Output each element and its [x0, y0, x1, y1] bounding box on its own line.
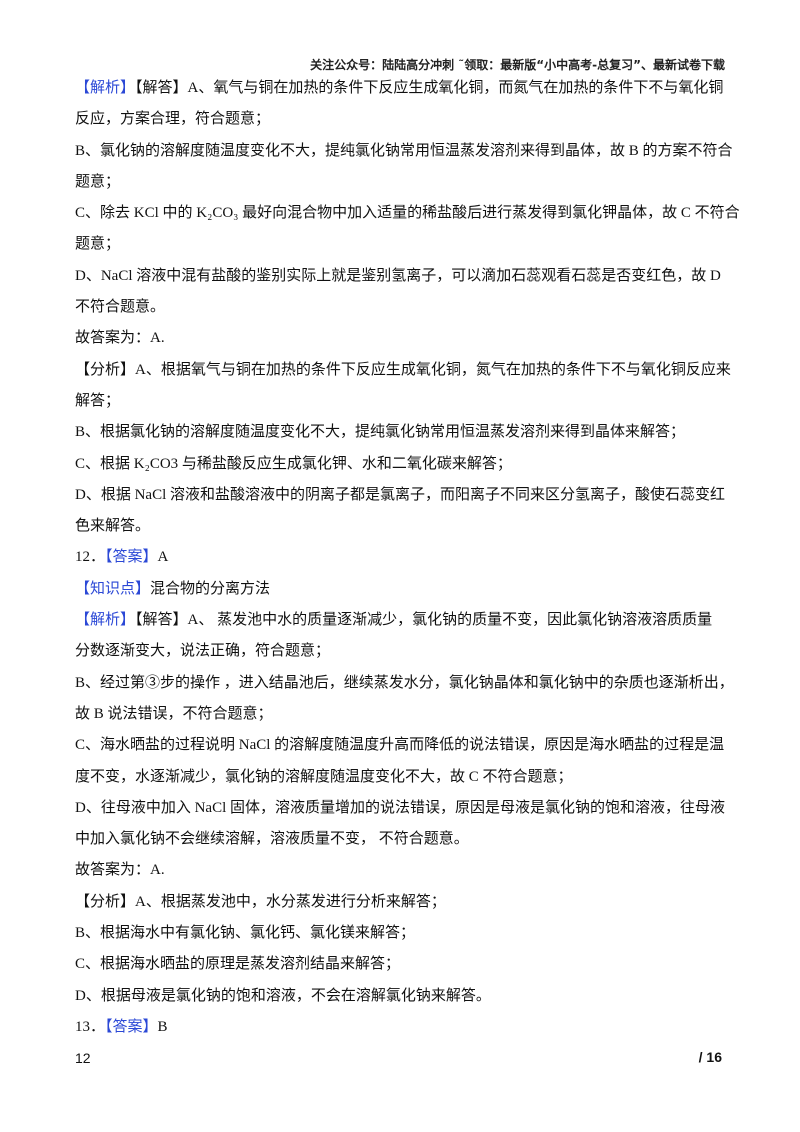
text-segment: B [157, 1018, 168, 1035]
text-segment: 13． [75, 1018, 106, 1035]
text-segment: B、氯化钠的溶解度随温度变化不大，提纯氯化钠常用恒温蒸发溶剂来得到晶体，故 B … [75, 142, 733, 159]
text-line: 中加入氯化钠不会继续溶解，溶液质量不变， 不符合题意。 [75, 828, 727, 859]
text-line: C、根据 K₂CO3 与稀盐酸反应生成氯化钾、水和二氧化碳来解答； [75, 453, 727, 484]
text-segment: D、根据母液是氯化钠的饱和溶液，不会在溶解氯化钠来解答。 [75, 987, 491, 1004]
text-line: 故答案为：A. [75, 859, 727, 890]
text-segment: 故答案为：A. [75, 330, 165, 347]
text-segment: 题意； [75, 236, 121, 253]
text-segment: B、根据氯化钠的溶解度随温度变化不大，提纯氯化钠常用恒温蒸发溶剂来得到晶体来解答… [75, 424, 686, 441]
text-line: C、海水晒盐的过程说明 NaCl 的溶解度随温度升高而降低的说法错误，原因是海水… [75, 734, 727, 765]
text-segment: C、海水晒盐的过程说明 NaCl 的溶解度随温度升高而降低的说法错误，原因是海水… [75, 737, 725, 754]
text-line: 题意； [75, 171, 727, 202]
text-line: B、经过第③步的操作 ，进入结晶池后，继续蒸发水分，氯化钠晶体和氯化钠中的杂质也… [75, 672, 734, 703]
text-line: 13．【答案】B [75, 1016, 727, 1047]
section-label: 【答案】 [105, 1018, 158, 1035]
text-segment: A [157, 549, 169, 566]
text-segment: D、根据 NaCl 溶液和盐酸溶液中的阴离子都是氯离子，而阳离子不同来区分氢离子… [75, 486, 725, 503]
text-line: 解答； [75, 390, 727, 421]
text-segment: 反应，方案合理，符合题意； [75, 111, 271, 128]
text-segment: 故答案为：A. [75, 862, 165, 879]
text-segment: 【解答】A、 蒸发池中水的质量逐渐减少，氯化钠的质量不变，因此氯化钠溶液溶质质量 [135, 612, 713, 629]
text-segment: 中加入氯化钠不会继续溶解，溶液质量不变， 不符合题意。 [75, 831, 469, 848]
text-segment: D、往母液中加入 NaCl 固体，溶液质量增加的说法错误，原因是母液是氯化钠的饱… [75, 799, 725, 816]
section-label: 【解析】 [75, 612, 136, 629]
text-segment: 分数逐渐变大，说法正确，符合题意； [75, 643, 331, 660]
text-segment: 【分析】A、根据氧气与铜在加热的条件下反应生成氧化铜，氮气在加热的条件下不与氧化… [75, 361, 731, 378]
document-body: 【解析】【解答】A、氧气与铜在加热的条件下反应生成氧化铜，而氮气在加热的条件下不… [75, 77, 740, 1047]
text-segment: 【解答】A、氧气与铜在加热的条件下反应生成氧化铜，而氮气在加热的条件下不与氧化铜 [135, 80, 724, 96]
section-label: 【知识点】 [75, 580, 151, 597]
text-line: 分数逐渐变大，说法正确，符合题意； [75, 640, 727, 671]
text-line: 【解析】【解答】A、 蒸发池中水的质量逐渐减少，氯化钠的质量不变，因此氯化钠溶液… [75, 609, 727, 640]
text-segment: C、除去 KCl 中的 K₂CO₃ 最好向混合物中加入适量的稀盐酸后进行蒸发得到… [75, 205, 740, 222]
text-segment: D、NaCl 溶液中混有盐酸的鉴别实际上就是鉴别氢离子，可以滴加石蕊观看石蕊是否… [75, 267, 721, 284]
text-segment: 题意； [75, 173, 121, 190]
text-line: B、氯化钠的溶解度随温度变化不大，提纯氯化钠常用恒温蒸发溶剂来得到晶体，故 B … [75, 140, 733, 171]
text-line: C、根据海水晒盐的原理是蒸发溶剂结晶来解答； [75, 953, 727, 984]
text-line: D、往母液中加入 NaCl 固体，溶液质量增加的说法错误，原因是母液是氯化钠的饱… [75, 797, 727, 828]
text-line: 题意； [75, 233, 727, 264]
text-line: 【知识点】混合物的分离方法 [75, 578, 727, 609]
text-line: 故答案为：A. [75, 327, 727, 358]
text-segment: 【分析】A、根据蒸发池中，水分蒸发进行分析来解答； [75, 893, 446, 910]
text-line: D、根据 NaCl 溶液和盐酸溶液中的阴离子都是氯离子，而阳离子不同来区分氢离子… [75, 484, 727, 515]
text-line: D、根据母液是氯化钠的饱和溶液，不会在溶解氯化钠来解答。 [75, 985, 727, 1016]
text-line: 12．【答案】A [75, 546, 727, 577]
text-segment: B、经过第③步的操作 ，进入结晶池后，继续蒸发水分，氯化钠晶体和氯化钠中的杂质也… [75, 674, 734, 691]
text-segment: 故 B 说法错误，不符合题意； [75, 705, 273, 722]
text-line: 故 B 说法错误，不符合题意； [75, 703, 727, 734]
text-segment: 色来解答。 [75, 518, 151, 535]
text-line: 【分析】A、根据氧气与铜在加热的条件下反应生成氧化铜，氮气在加热的条件下不与氧化… [75, 359, 731, 390]
text-line: 色来解答。 [75, 515, 727, 546]
text-segment: 12． [75, 549, 106, 566]
text-line: B、根据海水中有氯化钠、氯化钙、氯化镁来解答； [75, 922, 727, 953]
text-line: 【解析】【解答】A、氧气与铜在加热的条件下反应生成氧化铜，而氮气在加热的条件下不… [75, 77, 727, 108]
text-line: 度不变，水逐渐减少，氯化钠的溶解度随温度变化不大，故 C 不符合题意； [75, 766, 727, 797]
text-line: D、NaCl 溶液中混有盐酸的鉴别实际上就是鉴别氢离子，可以滴加石蕊观看石蕊是否… [75, 265, 727, 296]
page-number: 12 [75, 1050, 91, 1066]
text-segment: 不符合题意。 [75, 299, 166, 316]
text-line: C、除去 KCl 中的 K₂CO₃ 最好向混合物中加入适量的稀盐酸后进行蒸发得到… [75, 202, 740, 233]
text-line: 不符合题意。 [75, 296, 727, 327]
page-total: / 16 [698, 1049, 722, 1065]
text-segment: 解答； [75, 392, 121, 409]
text-segment: 混合物的分离方法 [150, 580, 271, 597]
text-segment: C、根据 K₂CO3 与稀盐酸反应生成氯化钾、水和二氧化碳来解答； [75, 455, 512, 472]
text-line: 反应，方案合理，符合题意； [75, 108, 727, 139]
text-line: 【分析】A、根据蒸发池中，水分蒸发进行分析来解答； [75, 891, 727, 922]
text-segment: B、根据海水中有氯化钠、氯化钙、氯化镁来解答； [75, 925, 416, 942]
page-header: 关注公众号：陆陆高分冲刺 ˜领取：最新版“小中高考-总复习”、最新试卷下载 [310, 58, 725, 72]
section-label: 【答案】 [105, 549, 158, 566]
text-line: B、根据氯化钠的溶解度随温度变化不大，提纯氯化钠常用恒温蒸发溶剂来得到晶体来解答… [75, 421, 727, 452]
text-segment: 度不变，水逐渐减少，氯化钠的溶解度随温度变化不大，故 C 不符合题意； [75, 768, 573, 785]
text-segment: C、根据海水晒盐的原理是蒸发溶剂结晶来解答； [75, 956, 401, 973]
section-label: 【解析】 [75, 80, 136, 96]
